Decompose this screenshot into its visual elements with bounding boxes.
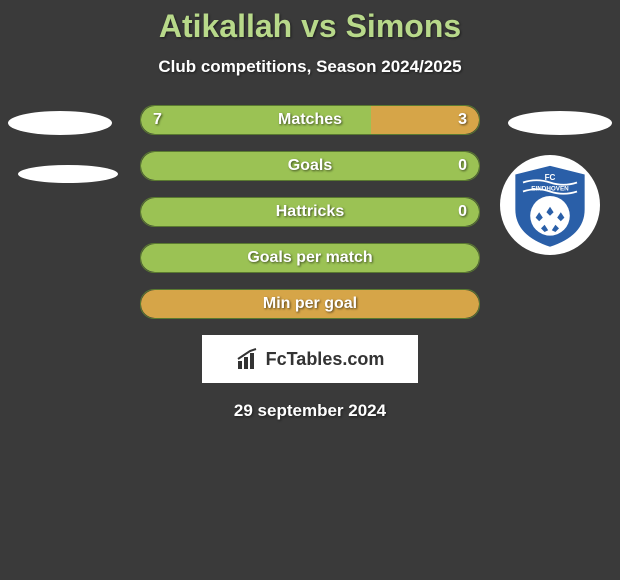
ellipse-shape <box>18 165 118 183</box>
stat-bar: Hattricks0 <box>140 197 480 227</box>
bar-label: Hattricks <box>141 198 479 226</box>
ellipse-shape <box>508 111 612 135</box>
ellipse-shape <box>8 111 112 135</box>
chart-icon <box>236 347 260 371</box>
stat-bar: Min per goal <box>140 289 480 319</box>
club-logo: FC EINDHOVEN <box>500 155 600 255</box>
stat-bar: Matches7 3 <box>140 105 480 135</box>
svg-text:EINDHOVEN: EINDHOVEN <box>531 186 569 193</box>
svg-text:FC: FC <box>545 173 556 182</box>
bar-value-right: 0 <box>458 152 467 180</box>
bar-value-right: 3 <box>458 106 467 134</box>
comparison-bars: Matches73Goals0Hattricks0Goals per match… <box>140 105 480 319</box>
date-text: 29 september 2024 <box>0 401 620 421</box>
stat-bar: Goals per match <box>140 243 480 273</box>
bar-label: Matches <box>141 106 479 134</box>
bar-value-right: 0 <box>458 198 467 226</box>
bar-label: Goals <box>141 152 479 180</box>
subtitle: Club competitions, Season 2024/2025 <box>0 57 620 77</box>
right-player-placeholder <box>508 111 612 135</box>
stat-bar: Goals0 <box>140 151 480 181</box>
stats-area: FC EINDHOVEN Matches73Goals0Hattricks0Go… <box>0 105 620 319</box>
page-title: Atikallah vs Simons <box>0 0 620 45</box>
watermark-text: FcTables.com <box>266 349 385 370</box>
bar-label: Goals per match <box>141 244 479 272</box>
watermark: FcTables.com <box>202 335 418 383</box>
bar-value-left: 7 <box>153 106 162 134</box>
eindhoven-shield-icon: FC EINDHOVEN <box>505 160 595 250</box>
left-player-placeholder <box>8 111 118 183</box>
bar-label: Min per goal <box>141 290 479 318</box>
